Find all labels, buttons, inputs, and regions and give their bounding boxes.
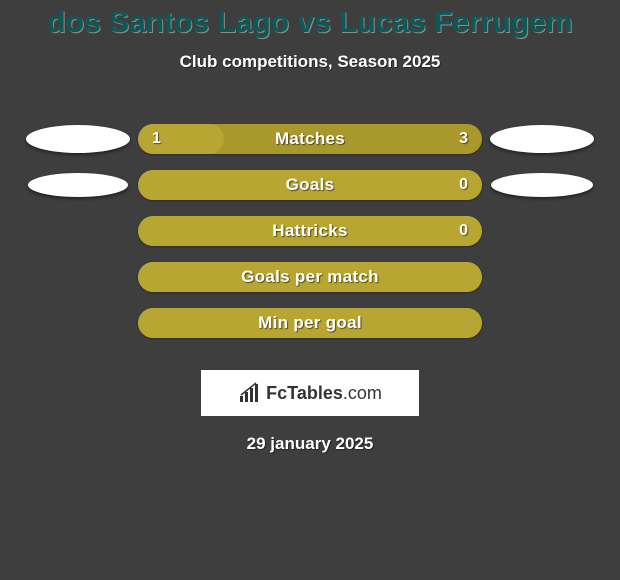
stat-label: Matches (138, 124, 482, 154)
brand-part-dotcom: .com (343, 383, 382, 403)
stat-row: Goals per match (0, 254, 620, 300)
chart-bars-icon (238, 382, 262, 404)
player-right-ellipse (491, 173, 593, 197)
stat-bar: Min per goal (138, 308, 482, 338)
brand-part-fc: Fc (266, 383, 287, 403)
player-right-ellipse (490, 125, 594, 153)
page-title: dos Santos Lago vs Lucas Ferrugem (0, 0, 620, 40)
stat-label: Goals (138, 170, 482, 200)
stat-bar: 1Matches3 (138, 124, 482, 154)
stat-label: Min per goal (138, 308, 482, 338)
stat-bar: Goals0 (138, 170, 482, 200)
stat-bar: Goals per match (138, 262, 482, 292)
left-badge-slot (18, 173, 138, 197)
brand-logo: FcTables.com (201, 370, 419, 416)
brand-text: FcTables.com (266, 383, 382, 404)
stat-right-value: 0 (459, 216, 468, 246)
stat-row: 1Matches3 (0, 116, 620, 162)
stats-container: 1Matches3Goals0Hattricks0Goals per match… (0, 116, 620, 346)
comparison-infographic: dos Santos Lago vs Lucas Ferrugem Club c… (0, 0, 620, 580)
stat-label: Hattricks (138, 216, 482, 246)
page-subtitle: Club competitions, Season 2025 (0, 52, 620, 72)
stat-right-value: 3 (459, 124, 468, 154)
stat-row: Min per goal (0, 300, 620, 346)
stat-label: Goals per match (138, 262, 482, 292)
stat-bar: Hattricks0 (138, 216, 482, 246)
infographic-date: 29 january 2025 (0, 434, 620, 454)
right-badge-slot (482, 173, 602, 197)
player-left-ellipse (26, 125, 130, 153)
right-badge-slot (482, 125, 602, 153)
brand-part-tables: Tables (287, 383, 343, 403)
left-badge-slot (18, 125, 138, 153)
stat-row: Hattricks0 (0, 208, 620, 254)
player-left-ellipse (28, 173, 128, 197)
stat-right-value: 0 (459, 170, 468, 200)
stat-row: Goals0 (0, 162, 620, 208)
